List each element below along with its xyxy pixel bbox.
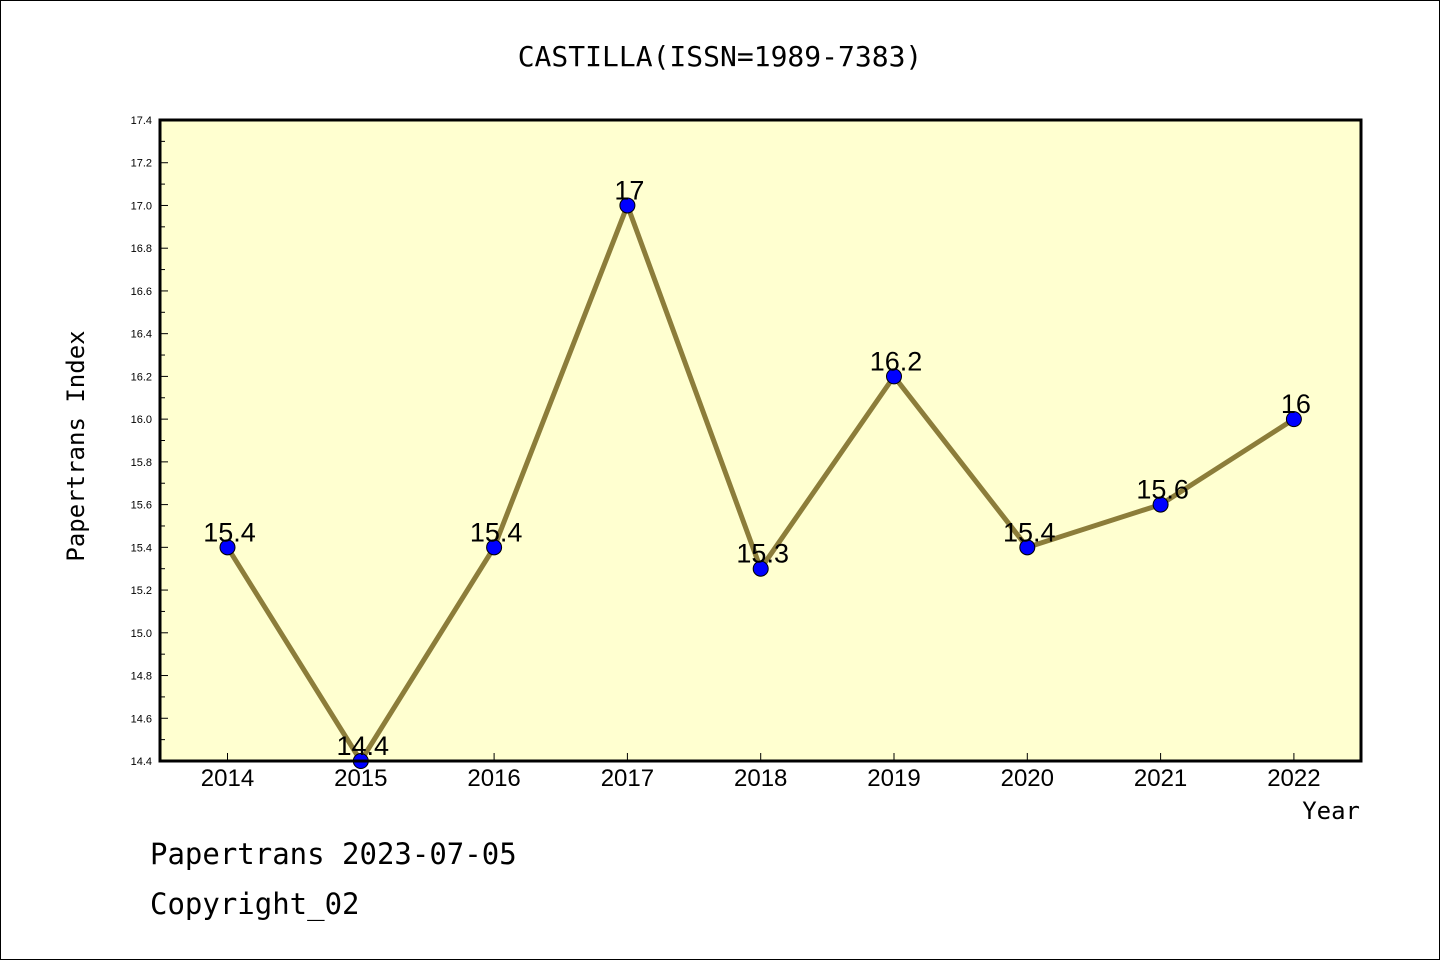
footer-copyright: Copyright_02 bbox=[150, 887, 360, 922]
data-point bbox=[752, 560, 769, 577]
data-point bbox=[1019, 539, 1036, 556]
data-label: 16.2 bbox=[870, 346, 923, 376]
y-tick-label: 14.8 bbox=[131, 671, 152, 683]
data-point bbox=[1152, 496, 1169, 513]
x-tick-label: 2014 bbox=[201, 765, 254, 792]
y-tick-label: 16.4 bbox=[131, 329, 152, 341]
y-tick-label: 15.0 bbox=[131, 628, 152, 640]
data-label: 15.4 bbox=[470, 517, 523, 547]
x-tick-label: 2017 bbox=[601, 765, 654, 792]
data-label: 15.6 bbox=[1136, 475, 1189, 505]
data-point bbox=[619, 197, 636, 214]
y-tick-label: 16.2 bbox=[131, 371, 152, 383]
data-label: 15.4 bbox=[203, 517, 256, 547]
footer-date: Papertrans 2023-07-05 bbox=[150, 837, 517, 871]
x-tick-label: 2020 bbox=[1001, 765, 1054, 792]
data-point bbox=[486, 539, 503, 556]
x-tick-label: 2019 bbox=[867, 765, 920, 792]
data-label: 15.4 bbox=[1003, 517, 1056, 547]
x-axis-ticks: 2014 2015 2016 2017 2018 2019 2020 2021 2022 bbox=[201, 753, 1321, 792]
x-tick-label: 2018 bbox=[734, 765, 787, 792]
y-tick-label: 15.4 bbox=[131, 542, 152, 554]
plot-area bbox=[160, 120, 1361, 761]
x-axis-label: Year bbox=[1302, 797, 1360, 825]
y-tick-label: 15.8 bbox=[131, 457, 152, 469]
data-point bbox=[219, 539, 236, 556]
y-tick-label: 14.4 bbox=[131, 756, 152, 768]
plot-border bbox=[158, 118, 1363, 763]
y-tick-label: 16.8 bbox=[131, 243, 152, 255]
x-tick-label: 2015 bbox=[334, 765, 387, 792]
y-tick-label: 17.4 bbox=[131, 115, 152, 127]
x-tick-label: 2021 bbox=[1134, 765, 1187, 792]
y-axis-label: Papertrans Index bbox=[62, 330, 90, 561]
y-tick-label: 15.2 bbox=[131, 585, 152, 597]
data-label: 16 bbox=[1281, 389, 1311, 419]
y-tick-label: 14.6 bbox=[131, 713, 152, 725]
series-group: 15.4 14.4 15.4 17 15.3 16.2 15.4 15.6 16 bbox=[203, 175, 1311, 769]
x-tick-label: 2022 bbox=[1267, 765, 1320, 792]
x-tick-label: 2016 bbox=[467, 765, 520, 792]
data-point bbox=[1285, 411, 1302, 428]
data-label: 14.4 bbox=[337, 731, 390, 761]
data-point bbox=[886, 368, 902, 385]
data-label: 17 bbox=[614, 175, 644, 205]
y-tick-label: 16.0 bbox=[131, 414, 152, 426]
y-tick-label: 15.6 bbox=[131, 500, 152, 512]
data-label: 15.3 bbox=[736, 539, 789, 569]
y-tick-label: 17.2 bbox=[131, 158, 152, 170]
y-tick-label: 16.6 bbox=[131, 286, 152, 298]
chart-title: CASTILLA(ISSN=1989-7383) bbox=[518, 40, 923, 73]
y-tick-label: 17.0 bbox=[131, 200, 152, 212]
